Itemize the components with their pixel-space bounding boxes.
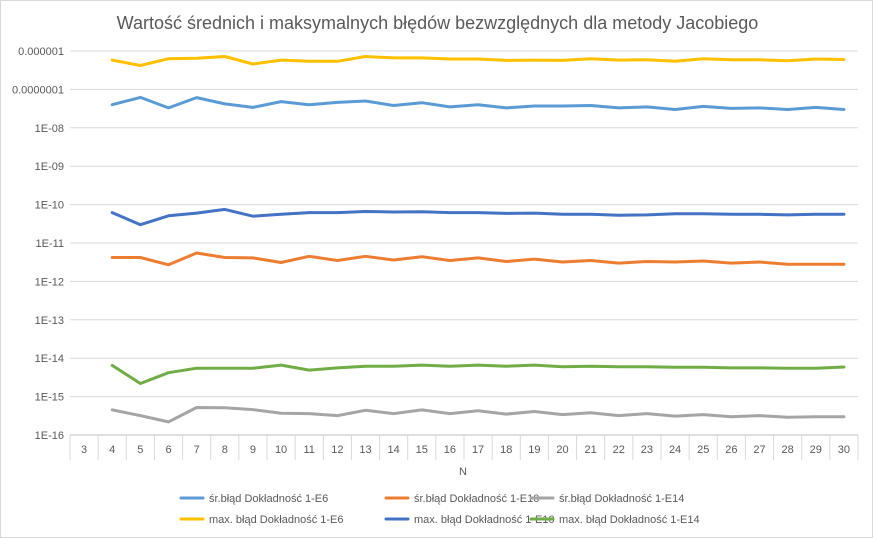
x-tick-label: 8 <box>222 444 228 456</box>
x-tick-label: 25 <box>697 444 709 456</box>
legend-label: max. błąd Dokładność 1-E6 <box>209 514 344 526</box>
x-tick-label: 17 <box>472 444 484 456</box>
y-tick-label: 1E-10 <box>35 200 64 212</box>
x-tick-label: 7 <box>194 444 200 456</box>
x-tick-label: 28 <box>782 444 794 456</box>
y-tick-label: 1E-08 <box>35 123 64 135</box>
series-layer <box>110 55 846 424</box>
series-line-2 <box>110 251 846 267</box>
series-line-4 <box>110 55 846 67</box>
x-tick-label: 15 <box>416 444 428 456</box>
x-tick-label: 16 <box>444 444 456 456</box>
x-tick-label: 30 <box>838 444 850 456</box>
legend-label: max. błąd Dokładność 1-E10 <box>414 514 555 526</box>
legend-label: śr.błąd Dokładność 1-E6 <box>209 493 328 505</box>
x-tick-label: 20 <box>556 444 568 456</box>
x-tick-label: 23 <box>641 444 653 456</box>
series-line-1 <box>110 95 846 111</box>
y-tick-label: 1E-13 <box>35 315 64 327</box>
legend-label: śr.błąd Dokładność 1-E10 <box>414 493 539 505</box>
x-tick-label: 24 <box>669 444 681 456</box>
x-tick-label: 19 <box>528 444 540 456</box>
legend: śr.błąd Dokładność 1-E6 śr.błąd Dokładnoś… <box>179 493 700 526</box>
x-tick-label: 11 <box>304 444 315 456</box>
x-tick-label: 26 <box>725 444 737 456</box>
x-tick-label: 12 <box>331 444 343 456</box>
x-tick-label: 18 <box>500 444 512 456</box>
y-tick-label: 1E-15 <box>35 392 64 404</box>
x-tick-label: 13 <box>359 444 371 456</box>
series-line-5 <box>110 207 846 227</box>
series-line-6 <box>110 363 846 385</box>
label-layer: 0.000001 0.0000001 1E-08 1E-09 1E-10 1E-11 1E-… <box>12 46 850 456</box>
x-tick-label: 4 <box>109 444 115 456</box>
y-tick-label: 1E-14 <box>35 353 64 365</box>
y-tick-label: 1E-09 <box>35 161 64 173</box>
x-tick-label: 5 <box>137 444 143 456</box>
x-tick-label: 6 <box>165 444 171 456</box>
x-tick-label: 14 <box>388 444 400 456</box>
chart-title: Wartość średnich i maksymalnych błędów b… <box>116 13 759 33</box>
axis-layer <box>69 434 859 460</box>
y-tick-label: 0.000001 <box>18 46 64 58</box>
x-tick-label: 29 <box>810 444 822 456</box>
x-tick-label: 27 <box>753 444 765 456</box>
y-tick-label: 1E-12 <box>35 276 64 288</box>
x-tick-label: 9 <box>250 444 256 456</box>
x-axis-title: N <box>459 466 467 478</box>
x-tick-label: 22 <box>613 444 625 456</box>
legend-label: śr.błąd Dokładność 1-E14 <box>559 493 684 505</box>
legend-label: max. błąd Dokładność 1-E14 <box>559 514 700 526</box>
x-tick-label: 21 <box>585 444 597 456</box>
series-line-3 <box>110 406 846 424</box>
y-tick-label: 1E-11 <box>35 238 64 250</box>
y-tick-label: 0.0000001 <box>12 84 64 96</box>
y-tick-label: 1E-16 <box>35 430 64 442</box>
x-tick-label: 3 <box>81 444 87 456</box>
x-tick-label: 10 <box>275 444 287 456</box>
